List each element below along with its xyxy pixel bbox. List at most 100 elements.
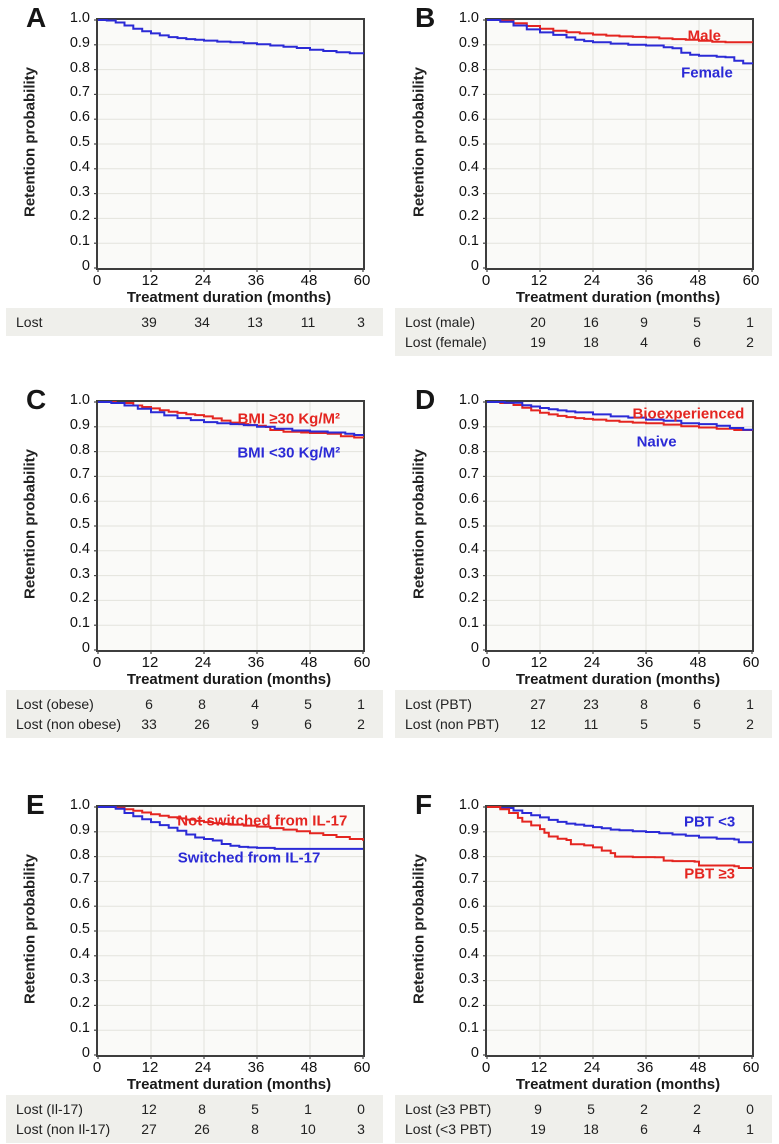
lost-row-label: Lost (<3 PBT)	[405, 1121, 492, 1137]
y-tick-label: 1.0	[69, 10, 90, 26]
y-tick-label: 0.8	[458, 441, 479, 458]
lost-value: 5	[693, 716, 701, 732]
lost-row-label: Lost (Il-17)	[16, 1101, 83, 1117]
y-tick-label: 0.3	[69, 183, 90, 200]
x-axis-title: Treatment duration (months)	[126, 671, 332, 688]
lost-value: 2	[746, 334, 754, 350]
lost-value: 11	[300, 314, 316, 330]
x-tick-label: 48	[300, 272, 318, 289]
y-tick-label: 0.8	[458, 846, 479, 863]
y-tick-label: 0.8	[69, 59, 90, 76]
x-tick-label: 24	[583, 654, 601, 671]
lost-value: 1	[357, 696, 365, 712]
x-tick-label: 0	[92, 272, 102, 289]
y-tick-label: 0.6	[458, 109, 479, 126]
y-tick-label: 0.7	[458, 466, 479, 483]
panel-letter: C	[26, 384, 47, 415]
x-tick-label: 12	[141, 654, 159, 671]
lost-value: 5	[640, 716, 648, 732]
lost-row-label: Lost (non Il-17)	[16, 1121, 111, 1137]
y-tick-label: 0.6	[69, 896, 90, 913]
y-tick-label: 0.3	[458, 565, 479, 582]
y-tick-label: 0.1	[69, 1020, 90, 1037]
lost-table-row: Lost (non PBT) 12 11 5 5 2	[395, 714, 772, 734]
x-tick-label: 60	[353, 272, 371, 289]
legend-label: PBT ≥3	[684, 865, 735, 883]
x-tick-label: 36	[247, 272, 265, 289]
y-tick-label: 0.3	[69, 970, 90, 987]
lost-value: 13	[247, 314, 263, 330]
panel-letter: F	[415, 789, 433, 820]
lost-table: Lost (PBT) 27 23 8 6 1 Lost (non PBT) 12 11 5 5 2	[395, 690, 772, 738]
x-tick-label: 36	[247, 654, 265, 671]
lost-value: 12	[530, 716, 546, 732]
y-tick-label: 0.8	[69, 846, 90, 863]
y-tick-label: 0.8	[69, 441, 90, 458]
legend-label: Female	[681, 64, 733, 82]
lost-row-label: Lost (≥3 PBT)	[405, 1101, 492, 1117]
lost-table-row: Lost (PBT) 27 23 8 6 1	[395, 694, 772, 714]
legend-label: PBT <3	[683, 813, 736, 831]
x-tick-label: 24	[194, 272, 212, 289]
x-tick-label: 60	[353, 1059, 371, 1076]
plot-area: Not switched from IL-17 Switched from IL-…	[94, 805, 365, 1059]
y-tick-label: 0.2	[69, 995, 90, 1012]
y-tick-label: 0.7	[458, 871, 479, 888]
y-tick-label: 0.5	[458, 921, 479, 937]
km-curve-male	[487, 19, 753, 44]
y-tick-label: 0.7	[69, 871, 90, 888]
x-tick-label: 12	[530, 1059, 548, 1076]
lost-value: 2	[746, 716, 754, 732]
x-tick-label: 12	[530, 654, 548, 671]
lost-value: 5	[304, 696, 312, 712]
y-tick-label: 0.6	[458, 491, 479, 508]
y-tick-label: 1.0	[69, 392, 90, 408]
y-tick-label: 0.2	[458, 208, 479, 225]
lost-row-label: Lost (PBT)	[405, 696, 472, 712]
km-curve-switched-from-il-17	[98, 806, 363, 850]
y-tick-label: 0.6	[458, 896, 479, 913]
lost-value: 34	[194, 314, 210, 330]
y-tick-label: 0.8	[458, 59, 479, 76]
x-axis-title: Treatment duration (months)	[515, 671, 721, 688]
x-tick-label: 60	[742, 1059, 760, 1076]
lost-value: 2	[357, 716, 365, 732]
lost-value: 1	[746, 1121, 754, 1137]
lost-value: 6	[640, 1121, 648, 1137]
lost-value: 0	[746, 1101, 754, 1117]
y-tick-label: 0.9	[69, 34, 90, 51]
lost-value: 27	[530, 696, 546, 712]
lost-value: 16	[583, 314, 599, 330]
x-tick-label: 60	[353, 654, 371, 671]
lost-value: 8	[198, 696, 206, 712]
lost-row-label: Lost	[16, 314, 43, 330]
legend-label: BMI <30 Kg/M²	[237, 444, 341, 462]
panel-letter: E	[26, 789, 45, 820]
figure-row-2: C Retention probability 1.0 0.9 0.8 0.7 0.6 0…	[0, 384, 779, 795]
km-panel: D Retention probability 1.0 0.9 0.8 0.7 0.6 0…	[389, 384, 778, 795]
km-panel: A Retention probability 1.0 0.9 0.8 0.7 0.6 0…	[0, 2, 389, 390]
lost-value: 4	[640, 334, 648, 350]
y-tick-label: 0.3	[458, 183, 479, 200]
x-tick-label: 48	[689, 654, 707, 671]
lost-value: 9	[534, 1101, 542, 1117]
km-curve-bmi-30-kg-m	[98, 401, 364, 439]
panel-letter: A	[26, 2, 47, 33]
lost-table-row: Lost (female) 19 18 4 6 2	[395, 332, 772, 352]
y-tick-label: 1.0	[458, 10, 479, 26]
x-tick-label: 48	[689, 1059, 707, 1076]
y-tick-label: 0.2	[458, 590, 479, 607]
y-tick-label: 0	[470, 640, 479, 656]
lost-row-label: Lost (non PBT)	[405, 716, 500, 732]
legend-label: Not switched from IL-17	[177, 812, 348, 830]
lost-table-row: Lost (≥3 PBT) 9 5 2 2 0	[395, 1099, 772, 1119]
km-panel: F Retention probability 1.0 0.9 0.8 0.7 0.6 0…	[389, 789, 778, 1144]
x-tick-label: 24	[194, 1059, 212, 1076]
plot-area: Male Female	[483, 18, 754, 272]
km-panel: B Retention probability 1.0 0.9 0.8 0.7 0.6 0…	[389, 2, 778, 390]
km-plot-svg	[94, 806, 364, 1059]
km-plot-svg	[483, 19, 753, 272]
figure-row-1: A Retention probability 1.0 0.9 0.8 0.7 0.6 0…	[0, 2, 779, 390]
lost-table: Lost (obese) 6 8 4 5 1 Lost (non obese) 33 26 9 6 2	[6, 690, 383, 738]
